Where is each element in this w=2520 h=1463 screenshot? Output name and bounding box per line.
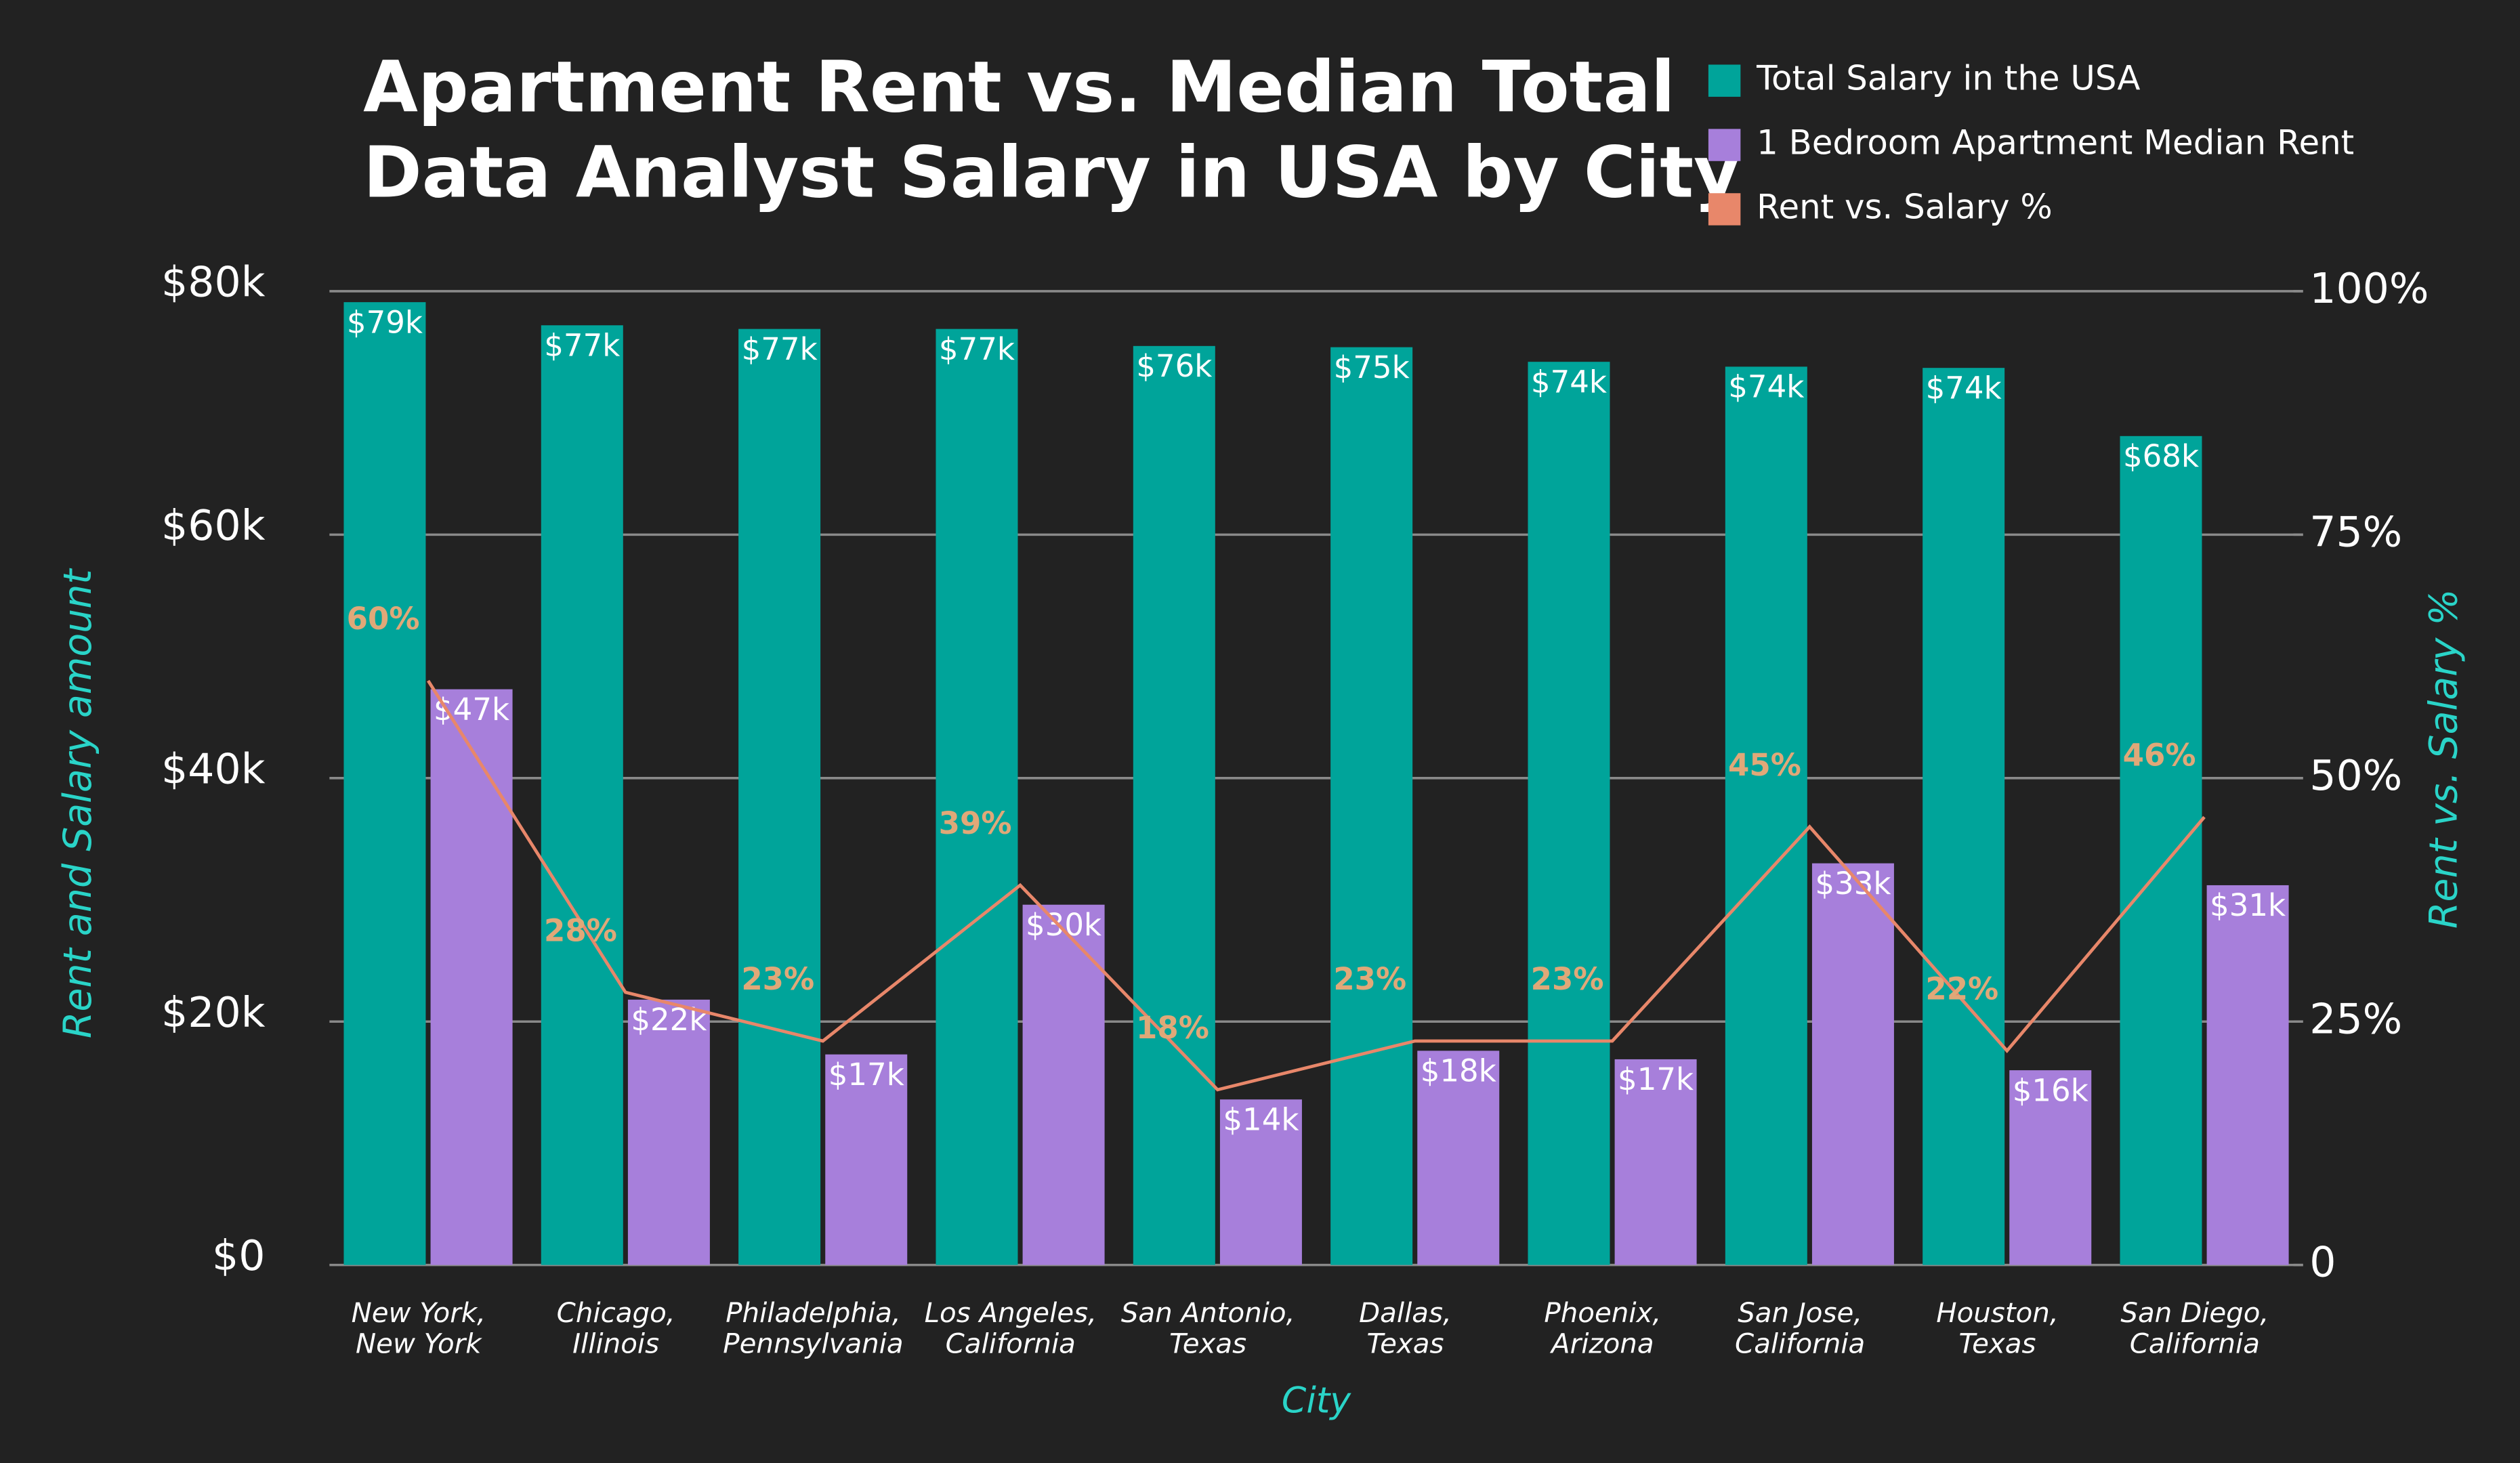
bar	[825, 1054, 908, 1265]
x-tick-label: Houston,	[1936, 1297, 2058, 1329]
x-tick-label: Philadelphia,	[726, 1297, 901, 1329]
x-tick-label: New York	[356, 1328, 482, 1359]
value-label: $17k	[828, 1057, 904, 1093]
bar	[1330, 347, 1413, 1265]
value-label: $31k	[2210, 887, 2286, 923]
bar	[1811, 863, 1894, 1265]
y2-axis-label: Rent vs. Salary %	[2421, 589, 2466, 929]
y2-tick-label: 25%	[2309, 994, 2402, 1043]
x-tick-label: Arizona	[1549, 1328, 1654, 1359]
y2-tick-label: 75%	[2309, 507, 2402, 556]
value-label: $79k	[347, 304, 423, 340]
x-tick-label: New York,	[352, 1297, 486, 1329]
x-tick-label: Texas	[1169, 1328, 1246, 1359]
x-tick-label: Texas	[1958, 1328, 2036, 1359]
bar	[1219, 1099, 1302, 1265]
bar	[541, 325, 623, 1265]
bar	[1923, 368, 2005, 1265]
y2-tick-label: 100%	[2309, 264, 2429, 313]
legend-label: Rent vs. Salary %	[1757, 187, 2053, 226]
value-label: $74k	[1728, 369, 1804, 405]
value-label: $14k	[1223, 1101, 1299, 1137]
bar	[1133, 345, 1215, 1265]
value-label: 23%	[1333, 961, 1406, 997]
legend-swatch	[1708, 64, 1741, 97]
bar	[1725, 366, 1807, 1265]
x-tick-label: Pennsylvania	[723, 1328, 903, 1359]
bar	[2206, 885, 2289, 1265]
value-label: $22k	[631, 1002, 707, 1038]
bar	[627, 999, 710, 1265]
line	[427, 679, 2206, 1092]
legend-label: Total Salary in the USA	[1756, 59, 2140, 98]
y-tick-label: $60k	[161, 501, 266, 550]
value-label: 60%	[347, 601, 420, 637]
bar	[2009, 1070, 2092, 1265]
legend-label: 1 Bedroom Apartment Median Rent	[1757, 123, 2354, 163]
bar	[1614, 1059, 1697, 1265]
value-label: $17k	[1618, 1061, 1694, 1097]
x-tick-label: Phoenix,	[1544, 1297, 1661, 1329]
bar	[738, 328, 821, 1265]
y-tick-label: $0	[212, 1231, 265, 1280]
x-tick-label: Chicago,	[557, 1297, 675, 1329]
value-label: 23%	[741, 961, 814, 997]
bar	[343, 302, 426, 1265]
value-label: $77k	[742, 331, 818, 367]
value-label: $74k	[1926, 370, 2002, 406]
value-label: $77k	[939, 331, 1015, 367]
value-label: 18%	[1136, 1010, 1209, 1046]
x-tick-label: California	[946, 1328, 1076, 1359]
x-axis-label: City	[1282, 1381, 1351, 1422]
chart-title: Apartment Rent vs. Median Total	[363, 46, 1675, 129]
value-label: 39%	[939, 805, 1012, 841]
bar	[936, 328, 1018, 1265]
value-label: $74k	[1531, 364, 1607, 400]
value-label: $16k	[2013, 1072, 2088, 1108]
value-label: $76k	[1136, 348, 1212, 384]
value-label: $77k	[544, 327, 620, 363]
x-tick-label: Texas	[1366, 1328, 1444, 1359]
x-tick-label: California	[2130, 1328, 2260, 1359]
y-axis-label: Rent and Salary amount	[56, 568, 100, 1038]
bar	[1022, 904, 1105, 1265]
bar	[430, 689, 513, 1265]
bar	[1528, 362, 1610, 1265]
bar	[2120, 436, 2202, 1265]
y-tick-label: $80k	[161, 258, 266, 307]
legend-swatch	[1708, 129, 1741, 161]
value-label: 46%	[2123, 738, 2196, 773]
y-tick-label: $40k	[161, 744, 266, 793]
chart-title: Data Analyst Salary in USA by City	[363, 131, 1740, 213]
value-label: 45%	[1728, 747, 1801, 783]
value-label: $68k	[2123, 438, 2199, 474]
x-tick-label: Los Angeles,	[925, 1297, 1097, 1329]
value-label: $75k	[1334, 349, 1410, 385]
x-tick-label: Dallas,	[1359, 1297, 1452, 1329]
bar	[1417, 1051, 1500, 1265]
x-tick-label: San Diego,	[2120, 1297, 2269, 1329]
y-tick-label: $20k	[161, 988, 266, 1037]
value-label: 22%	[1925, 971, 1998, 1007]
value-label: $33k	[1815, 866, 1891, 902]
x-tick-label: San Antonio,	[1121, 1297, 1295, 1329]
x-tick-label: San Jose,	[1738, 1297, 1862, 1329]
x-tick-label: Illinois	[572, 1328, 659, 1359]
y2-tick-label: 50%	[2309, 751, 2402, 800]
value-label: 28%	[544, 912, 617, 948]
value-label: $30k	[1026, 907, 1101, 943]
x-tick-label: California	[1735, 1328, 1865, 1359]
legend-swatch	[1708, 193, 1741, 226]
value-label: 23%	[1531, 961, 1604, 997]
y2-tick-label: 0	[2309, 1238, 2336, 1287]
value-label: $18k	[1421, 1053, 1496, 1089]
